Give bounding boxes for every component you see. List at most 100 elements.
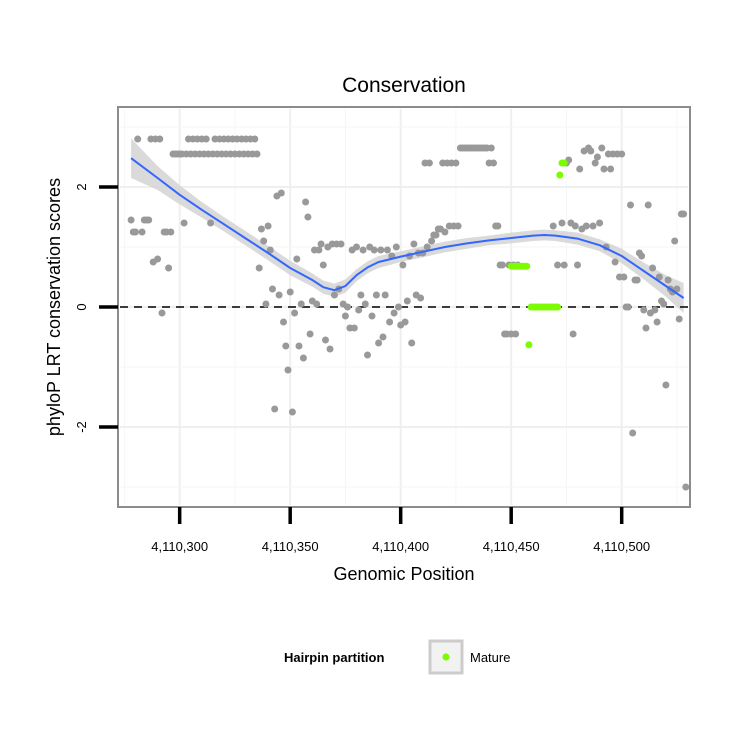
point-other-35	[207, 219, 215, 227]
point-other-214	[640, 306, 648, 314]
point-other-109	[370, 246, 378, 254]
point-other-233	[682, 483, 690, 491]
point-other-57	[255, 264, 263, 272]
point-other-209	[629, 429, 637, 437]
y-tick-label-2: 2	[74, 183, 89, 190]
point-other-80	[306, 330, 314, 338]
point-other-102	[355, 306, 363, 314]
point-other-185	[576, 165, 584, 173]
point-other-89	[326, 345, 334, 353]
point-other-66	[275, 291, 283, 299]
point-other-173	[512, 330, 520, 338]
point-other-69	[282, 342, 290, 350]
point-other-224	[662, 381, 670, 389]
y-tick-label-1: 0	[74, 303, 89, 310]
point-other-97	[344, 303, 352, 311]
point-other-60	[262, 300, 270, 308]
point-other-124	[403, 297, 411, 305]
point-other-123	[401, 318, 409, 326]
point-other-79	[304, 213, 312, 221]
data-points	[127, 135, 690, 491]
point-other-7	[145, 216, 153, 224]
point-other-176	[554, 261, 562, 269]
point-other-183	[571, 222, 579, 230]
point-other-223	[660, 300, 668, 308]
point-other-72	[288, 408, 296, 416]
point-other-228	[671, 237, 679, 245]
point-other-94	[337, 240, 345, 248]
point-other-96	[341, 312, 349, 320]
point-other-220	[653, 318, 661, 326]
point-other-75	[295, 342, 303, 350]
point-other-218	[649, 264, 657, 272]
point-other-184	[574, 261, 581, 269]
point-other-23	[180, 219, 188, 227]
y-tick-label-0: -2	[74, 421, 89, 433]
point-other-141	[441, 228, 449, 236]
point-other-12	[156, 135, 164, 143]
point-other-104	[359, 246, 367, 254]
point-other-74	[293, 255, 301, 263]
point-other-122	[399, 261, 407, 269]
point-other-118	[390, 309, 398, 317]
x-tick-label-3: 4,110,450	[483, 539, 540, 554]
point-other-0	[127, 216, 135, 224]
point-other-91	[330, 291, 338, 299]
point-other-229	[673, 285, 681, 293]
point-other-162	[487, 144, 495, 152]
point-other-76	[297, 300, 305, 308]
point-other-213	[638, 252, 646, 260]
point-other-16	[165, 264, 173, 272]
point-other-232	[680, 210, 688, 218]
point-other-33	[202, 135, 210, 143]
point-other-195	[598, 144, 606, 152]
point-other-130	[417, 294, 425, 302]
smooth-line	[130, 157, 685, 299]
point-other-201	[611, 258, 619, 266]
point-other-215	[642, 324, 650, 332]
x-tick-label-0: 4,110,300	[151, 539, 208, 554]
point-mature-24	[560, 159, 568, 167]
point-other-196	[600, 165, 608, 173]
point-other-105	[361, 300, 369, 308]
point-mature-8	[525, 341, 533, 349]
point-other-204	[618, 150, 626, 158]
chart-title: Conservation	[342, 74, 466, 97]
point-other-230	[675, 315, 683, 323]
point-other-71	[286, 288, 294, 296]
point-other-11	[154, 255, 162, 263]
point-other-188	[582, 222, 590, 230]
point-other-190	[587, 147, 595, 155]
point-other-120	[395, 303, 402, 311]
point-other-68	[280, 318, 287, 326]
point-other-211	[633, 276, 641, 284]
y-axis: -2 0 2	[74, 183, 118, 433]
point-other-194	[596, 219, 604, 227]
point-other-225	[664, 276, 672, 284]
point-other-62	[266, 246, 274, 254]
point-other-100	[350, 324, 358, 332]
point-other-191	[589, 222, 597, 230]
point-other-4	[138, 228, 146, 236]
point-other-115	[383, 246, 391, 254]
point-other-112	[377, 246, 385, 254]
point-other-163	[490, 159, 497, 167]
point-other-113	[379, 333, 387, 341]
point-mature-22	[556, 171, 564, 179]
point-other-56	[253, 150, 261, 158]
smooth-trend-line	[130, 157, 685, 299]
point-other-3	[134, 135, 142, 143]
y-axis-title: phyloP LRT conservation scores	[44, 178, 64, 436]
legend-title: Hairpin partition	[284, 650, 384, 665]
point-other-13	[158, 309, 166, 317]
point-mature-7	[523, 262, 531, 270]
point-other-87	[322, 336, 329, 344]
point-other-167	[498, 261, 506, 269]
point-other-77	[299, 354, 307, 362]
point-other-61	[264, 222, 272, 230]
point-other-147	[454, 222, 462, 230]
point-other-177	[558, 219, 566, 227]
x-axis: 4,110,300 4,110,350 4,110,400 4,110,450 4,11…	[151, 507, 650, 554]
point-other-86	[319, 261, 327, 269]
